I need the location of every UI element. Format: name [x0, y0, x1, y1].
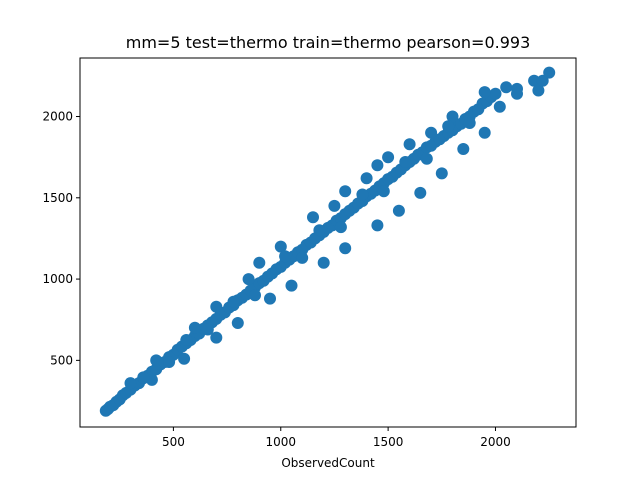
data-point — [511, 87, 523, 100]
data-point — [279, 250, 292, 263]
data-point — [296, 251, 309, 264]
data-point — [210, 331, 223, 344]
data-point — [328, 199, 341, 212]
data-point — [435, 167, 448, 180]
data-point — [543, 66, 556, 79]
data-point — [274, 240, 287, 253]
data-point — [339, 242, 352, 255]
x-tick-label: 1000 — [265, 435, 296, 449]
data-point — [317, 256, 330, 269]
x-axis-label: ObservedCount — [281, 456, 375, 470]
data-points — [99, 66, 556, 417]
data-point — [227, 295, 240, 308]
x-axis: 500 1000 1500 2000 — [162, 427, 511, 449]
data-point — [264, 292, 276, 305]
data-point — [180, 334, 193, 346]
data-point — [124, 377, 137, 390]
x-tick-label: 1500 — [373, 435, 404, 449]
y-tick-label: 1000 — [42, 272, 73, 286]
x-tick-label: 500 — [162, 435, 185, 449]
chart-title: mm=5 test=thermo train=thermo pearson=0.… — [126, 33, 531, 52]
data-point — [532, 84, 545, 97]
data-point — [399, 156, 412, 168]
data-point — [493, 100, 506, 113]
data-point — [489, 87, 502, 100]
data-point — [414, 186, 427, 199]
y-tick-label: 500 — [50, 353, 73, 367]
data-point — [307, 211, 319, 224]
data-point — [425, 126, 438, 139]
data-point — [446, 110, 459, 123]
data-point — [150, 354, 163, 367]
data-point — [137, 371, 150, 384]
data-point — [457, 143, 470, 155]
data-point — [253, 256, 266, 269]
data-point — [463, 117, 476, 129]
y-axis: 500 1000 1500 2000 — [42, 110, 80, 367]
plot-frame — [79, 57, 577, 428]
data-point — [188, 321, 201, 334]
data-point — [356, 188, 369, 201]
x-tick-label: 2000 — [480, 435, 511, 449]
data-point — [163, 356, 176, 368]
data-point — [339, 185, 352, 198]
data-point — [231, 317, 244, 329]
y-tick-label: 2000 — [42, 110, 73, 124]
data-point — [285, 279, 298, 292]
data-point — [371, 219, 384, 232]
data-point — [528, 74, 541, 87]
data-point — [420, 152, 433, 165]
data-point — [210, 300, 223, 313]
y-tick-label: 1500 — [42, 191, 73, 205]
data-point — [442, 120, 455, 133]
data-point — [500, 81, 513, 94]
data-point — [313, 224, 326, 237]
data-point — [249, 289, 261, 302]
data-point — [392, 204, 405, 217]
data-point — [371, 159, 384, 172]
data-point — [403, 138, 416, 151]
data-point — [242, 273, 255, 286]
data-point — [201, 323, 214, 336]
data-point — [178, 352, 191, 365]
data-point — [536, 74, 549, 87]
data-point — [478, 126, 491, 139]
data-point — [382, 151, 395, 164]
data-point — [360, 172, 373, 185]
data-point — [334, 221, 347, 234]
data-point — [478, 86, 491, 99]
data-point — [377, 185, 390, 198]
